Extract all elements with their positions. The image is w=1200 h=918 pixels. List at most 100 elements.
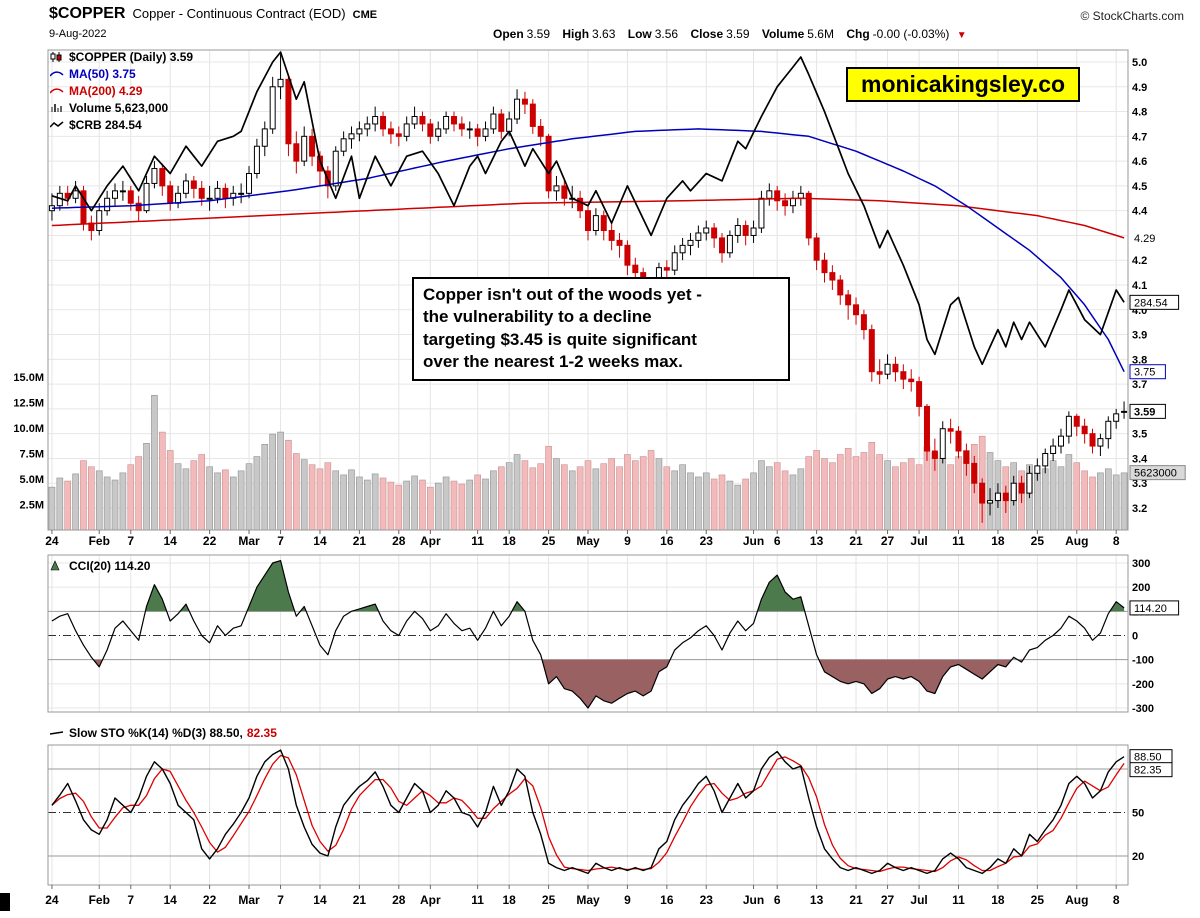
svg-text:18: 18: [502, 893, 516, 907]
svg-text:16: 16: [660, 893, 674, 907]
svg-text:13: 13: [810, 534, 824, 548]
legend-row-volume: Volume 5,623,000: [50, 99, 193, 116]
note-line-1: Copper isn't out of the woods yet -: [423, 285, 702, 304]
svg-text:13: 13: [810, 893, 824, 907]
note-line-2: the vulnerability to a decline: [423, 307, 652, 327]
svg-text:11: 11: [471, 534, 484, 548]
note-line-3: targeting $3.45 is quite significant: [423, 329, 697, 349]
svg-text:25: 25: [542, 534, 556, 548]
svg-text:28: 28: [392, 534, 406, 548]
svg-text:7: 7: [277, 893, 284, 907]
svg-text:7: 7: [127, 534, 134, 548]
svg-text:300: 300: [1132, 558, 1150, 570]
svg-text:200: 200: [1132, 582, 1150, 594]
svg-text:27: 27: [881, 893, 895, 907]
low-value: 3.56: [654, 27, 679, 41]
svg-text:18: 18: [991, 893, 1005, 907]
svg-text:Jun: Jun: [743, 893, 764, 907]
svg-text:10.0M: 10.0M: [13, 423, 44, 435]
high-label: High: [562, 27, 590, 41]
svg-text:May: May: [576, 534, 600, 548]
svg-text:8: 8: [1113, 893, 1120, 907]
svg-text:Jul: Jul: [910, 893, 927, 907]
close-value: 3.59: [726, 27, 750, 41]
symbol-title: $COPPER: [49, 5, 126, 22]
svg-text:5.0: 5.0: [1132, 57, 1147, 69]
svg-text:82.35: 82.35: [1134, 765, 1162, 777]
svg-text:9: 9: [624, 534, 631, 548]
svg-text:4.4: 4.4: [1132, 206, 1148, 218]
svg-text:18: 18: [991, 534, 1005, 548]
cci-legend: CCI(20) 114.20: [50, 557, 150, 574]
legend-row-price: $COPPER (Daily) 3.59: [50, 48, 193, 65]
svg-text:8: 8: [1113, 534, 1120, 548]
svg-text:15.0M: 15.0M: [13, 372, 44, 384]
sto-legend-k-label: Slow STO %K(14) %D(3) 88.50,: [69, 725, 243, 740]
svg-text:23: 23: [700, 534, 714, 548]
chart-date: 9-Aug-2022: [49, 28, 107, 40]
svg-text:-200: -200: [1132, 679, 1154, 691]
svg-text:Jun: Jun: [743, 534, 764, 548]
open-label: Open: [493, 27, 524, 41]
svg-text:0: 0: [1132, 631, 1138, 643]
svg-text:25: 25: [1031, 534, 1045, 548]
svg-text:23: 23: [700, 893, 714, 907]
stockcharts-copyright: © StockCharts.com: [1080, 9, 1184, 23]
close-label: Close: [690, 27, 724, 41]
svg-text:20: 20: [1132, 851, 1144, 863]
svg-text:4.8: 4.8: [1132, 107, 1147, 119]
svg-text:22: 22: [203, 893, 217, 907]
legend-crb-label: $CRB 284.54: [69, 117, 142, 132]
sto-legend: Slow STO %K(14) %D(3) 88.50, 82.35: [50, 724, 277, 741]
quote-line: Open 3.59 High 3.63 Low 3.56 Close 3.59 Volu…: [493, 27, 967, 41]
svg-text:2.5M: 2.5M: [20, 500, 44, 512]
candlestick-icon: [50, 51, 67, 63]
svg-text:3.5: 3.5: [1132, 429, 1147, 441]
open-value: 3.59: [526, 27, 551, 41]
svg-text:-300: -300: [1132, 703, 1154, 715]
sto-legend-d-label: 82.35: [246, 725, 277, 740]
change-down-icon: ▼: [956, 30, 967, 41]
high-value: 3.63: [592, 27, 616, 41]
chart-header: $COPPER Copper - Continuous Contract (EO…: [49, 5, 377, 23]
svg-text:18: 18: [502, 534, 516, 548]
svg-text:3.8: 3.8: [1132, 354, 1147, 366]
svg-text:11: 11: [952, 534, 965, 548]
svg-text:21: 21: [353, 893, 367, 907]
svg-text:3.4: 3.4: [1132, 453, 1148, 465]
svg-text:4.2: 4.2: [1132, 255, 1147, 267]
change-label: Chg: [846, 27, 870, 41]
svg-text:24: 24: [45, 893, 59, 907]
svg-text:9: 9: [624, 893, 631, 907]
svg-text:21: 21: [353, 534, 367, 548]
svg-text:22: 22: [203, 534, 217, 548]
svg-text:3.2: 3.2: [1132, 503, 1147, 515]
sto-line-icon: [50, 729, 67, 737]
volume-label: Volume: [761, 27, 805, 41]
svg-text:Apr: Apr: [420, 893, 441, 907]
legend-row-ma50: MA(50) 3.75: [50, 65, 193, 82]
watermark-annotation: monicakingsley.co: [846, 67, 1081, 102]
svg-text:21: 21: [849, 534, 863, 548]
svg-text:25: 25: [542, 893, 556, 907]
svg-text:5.0M: 5.0M: [20, 474, 44, 486]
svg-text:Apr: Apr: [420, 534, 441, 548]
crb-line-icon: [50, 120, 67, 129]
legend-ma50-label: MA(50) 3.75: [69, 66, 136, 81]
svg-text:14: 14: [313, 534, 327, 548]
svg-text:-100: -100: [1132, 655, 1154, 667]
svg-text:12.5M: 12.5M: [13, 398, 44, 410]
svg-text:6: 6: [774, 534, 781, 548]
volume-value: 5.6M: [807, 27, 834, 41]
svg-text:4.6: 4.6: [1132, 156, 1147, 168]
svg-text:Feb: Feb: [89, 893, 110, 907]
cci-legend-label: CCI(20) 114.20: [69, 558, 151, 573]
svg-text:4.1: 4.1: [1132, 280, 1147, 292]
svg-text:Jul: Jul: [910, 534, 927, 548]
svg-text:284.54: 284.54: [1134, 297, 1168, 309]
svg-text:3.3: 3.3: [1132, 478, 1147, 490]
svg-text:11: 11: [952, 893, 965, 907]
svg-text:5623000: 5623000: [1134, 468, 1177, 480]
main-chart-legend: $COPPER (Daily) 3.59 MA(50) 3.75 MA(200)…: [50, 48, 193, 133]
svg-text:4.9: 4.9: [1132, 82, 1147, 94]
